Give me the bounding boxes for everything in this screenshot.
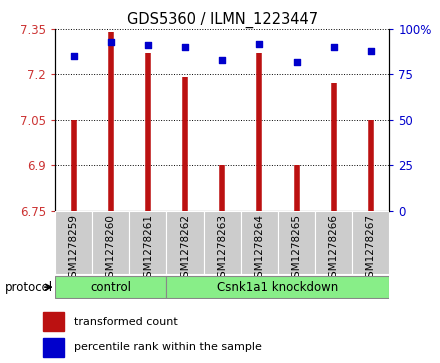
Bar	[166, 276, 389, 298]
Text: GSM1278267: GSM1278267	[366, 214, 376, 284]
Bar	[278, 211, 315, 274]
Bar	[352, 211, 389, 274]
Text: GSM1278265: GSM1278265	[292, 214, 301, 284]
Text: GSM1278266: GSM1278266	[329, 214, 339, 284]
Text: GSM1278264: GSM1278264	[254, 214, 264, 284]
Bar	[204, 211, 241, 274]
Text: percentile rank within the sample: percentile rank within the sample	[74, 342, 262, 352]
Point	[293, 59, 300, 65]
Point	[256, 41, 263, 46]
Point	[219, 57, 226, 63]
Point	[182, 44, 189, 50]
Bar	[129, 211, 166, 274]
Bar	[315, 211, 352, 274]
Text: Csnk1a1 knockdown: Csnk1a1 knockdown	[217, 281, 338, 294]
Title: GDS5360 / ILMN_1223447: GDS5360 / ILMN_1223447	[127, 12, 318, 28]
Point	[107, 39, 114, 45]
Bar	[55, 276, 166, 298]
Bar	[43, 338, 64, 357]
Text: protocol: protocol	[4, 281, 52, 294]
Bar	[55, 211, 92, 274]
Text: GSM1278260: GSM1278260	[106, 214, 116, 284]
Bar	[166, 211, 204, 274]
Point	[70, 53, 77, 59]
Text: GSM1278261: GSM1278261	[143, 214, 153, 284]
Point	[330, 44, 337, 50]
Text: GSM1278259: GSM1278259	[69, 214, 79, 284]
Text: transformed count: transformed count	[74, 317, 178, 327]
Point	[367, 48, 374, 54]
Text: control: control	[90, 281, 131, 294]
Text: GSM1278262: GSM1278262	[180, 214, 190, 284]
Bar	[92, 211, 129, 274]
Point	[144, 42, 151, 48]
Text: GSM1278263: GSM1278263	[217, 214, 227, 284]
Bar	[241, 211, 278, 274]
Bar	[43, 312, 64, 331]
